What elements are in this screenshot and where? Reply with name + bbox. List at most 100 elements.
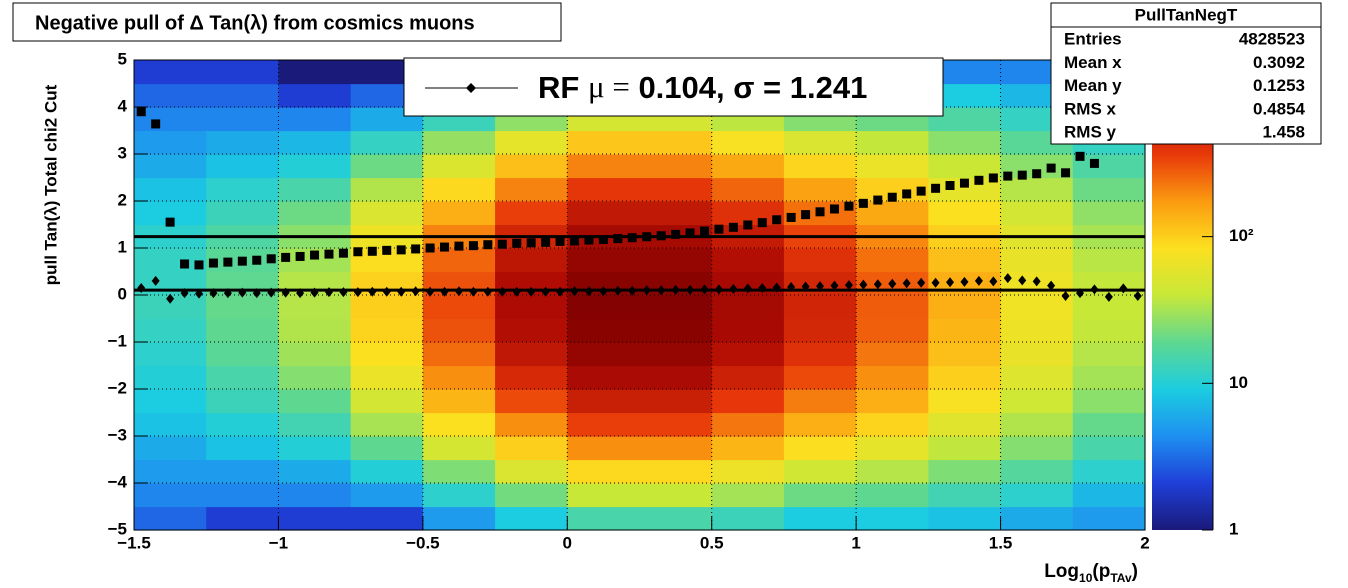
rms-marker [252, 255, 262, 265]
heat-cell [1072, 412, 1146, 437]
heat-cell [783, 318, 857, 343]
mean-marker [859, 279, 868, 290]
stats-value: 0.1253 [1253, 76, 1305, 95]
heat-cell [711, 295, 785, 320]
mean-marker [310, 287, 319, 298]
heat-cell [495, 201, 568, 226]
z-tick-label: 1 [1229, 519, 1238, 538]
legend-text: RF μ = 0.104, σ = 1.241 [538, 69, 867, 105]
mean-marker [527, 286, 536, 297]
heat-cell [422, 436, 496, 461]
heat-cell [1072, 271, 1146, 296]
rms-marker [627, 233, 637, 243]
stats-value: 4828523 [1239, 29, 1305, 48]
mean-marker [440, 286, 449, 297]
x-axis-label: Log10(pTAv) [1044, 561, 1138, 585]
x-label-sub: 10 [1079, 571, 1093, 585]
heat-cell [711, 412, 785, 437]
heat-cell [639, 201, 713, 226]
heat-cell [278, 83, 352, 108]
mean-marker [758, 282, 767, 293]
z-tick-label: 10² [1229, 226, 1254, 245]
y-tick-label: 1 [118, 237, 127, 256]
heat-cell [495, 248, 568, 273]
heat-cell [206, 459, 280, 484]
heat-cell [567, 201, 641, 226]
stats-label: RMS y [1064, 123, 1117, 142]
rms-marker [208, 258, 218, 268]
heat-cell [350, 459, 424, 484]
heat-cell [495, 130, 568, 155]
y-tick-label: −2 [108, 378, 127, 397]
rms-marker [223, 257, 233, 267]
heat-cell [206, 60, 280, 85]
heat-cell [134, 60, 207, 85]
mean-marker [931, 277, 940, 288]
mean-marker [353, 287, 362, 298]
heat-cell [1072, 459, 1146, 484]
heat-cell [856, 154, 929, 179]
mean-marker [700, 284, 709, 295]
mean-marker [1076, 288, 1085, 299]
heat-cell [639, 154, 713, 179]
rms-marker [353, 247, 363, 257]
y-tick-label: −3 [108, 425, 127, 444]
heat-cell [639, 177, 713, 202]
heat-cell [422, 389, 496, 414]
heat-cell [495, 154, 568, 179]
x-label-part: Log [1044, 561, 1079, 582]
heat-cell [567, 130, 641, 155]
mean-marker [642, 285, 651, 296]
heat-cell [1072, 389, 1146, 414]
rms-marker [656, 231, 666, 241]
heat-cell [495, 459, 568, 484]
heat-cell [1000, 295, 1074, 320]
mean-marker [1104, 291, 1113, 302]
heat-cell [1072, 318, 1146, 343]
x-label-part: (p [1092, 561, 1110, 582]
rms-marker [945, 180, 955, 190]
heat-cell [711, 154, 785, 179]
heat-cell [639, 130, 713, 155]
heat-cell [711, 436, 785, 461]
rms-marker [512, 238, 522, 248]
mean-marker [946, 277, 955, 288]
x-tick-label: 0.5 [700, 533, 724, 552]
rms-marker [194, 260, 204, 270]
heat-cell [422, 342, 496, 367]
heat-cell [1072, 365, 1146, 390]
y-tick-label: −1 [108, 331, 127, 350]
heat-cell [711, 483, 785, 508]
heat-cell [1000, 459, 1074, 484]
mean-marker [844, 280, 853, 291]
x-label-part: ) [1132, 561, 1138, 582]
heat-cell [350, 342, 424, 367]
heat-cell [928, 436, 1002, 461]
mean-marker [570, 286, 579, 297]
mean-marker [888, 278, 897, 289]
x-tick-label: 0 [563, 533, 572, 552]
heat-cell [495, 483, 568, 508]
profiles [136, 107, 1143, 304]
heat-cell [422, 459, 496, 484]
heat-cell [422, 365, 496, 390]
mean-marker [469, 286, 478, 297]
heat-cell [856, 201, 929, 226]
mean-marker [1133, 290, 1142, 301]
heat-cell [1000, 342, 1074, 367]
heat-cell [1072, 436, 1146, 461]
heat-cell [567, 318, 641, 343]
mean-marker [397, 286, 406, 297]
heat-cell [350, 177, 424, 202]
stats-label: Mean y [1064, 76, 1122, 95]
rms-marker [613, 234, 623, 244]
heat-cell [639, 389, 713, 414]
mean-marker [1090, 284, 1099, 295]
rms-marker [1032, 169, 1042, 179]
legend-sigma: 1.241 [790, 70, 868, 105]
heat-cell [206, 154, 280, 179]
chart-title: Negative pull of Δ Tan(λ) from cosmics m… [35, 12, 475, 34]
rms-marker [902, 189, 912, 199]
rms-marker [338, 248, 348, 258]
heat-cell [856, 436, 929, 461]
